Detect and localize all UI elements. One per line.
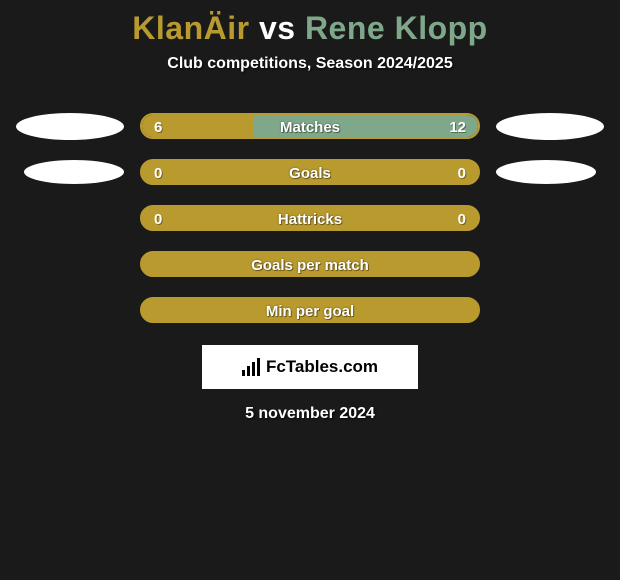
- player2-marker: [496, 160, 596, 184]
- stat-label: Min per goal: [142, 299, 478, 323]
- stat-row: 00Hattricks: [0, 195, 620, 241]
- date: 5 november 2024: [0, 405, 620, 423]
- page-title: KlanÄir vs Rene Klopp: [0, 0, 620, 47]
- stat-bar: 00Hattricks: [140, 205, 480, 231]
- stat-bar: Goals per match: [140, 251, 480, 277]
- stat-bar: Min per goal: [140, 297, 480, 323]
- stat-bar: 612Matches: [140, 113, 480, 139]
- player1-marker: [24, 160, 124, 184]
- stat-row: Goals per match: [0, 241, 620, 287]
- subtitle: Club competitions, Season 2024/2025: [0, 55, 620, 73]
- comparison-chart: 612Matches 00Goals 00Hattricks Goals per ma…: [0, 103, 620, 333]
- stat-label: Goals: [142, 161, 478, 185]
- logo-text: FcTables.com: [266, 357, 378, 377]
- stat-row: Min per goal: [0, 287, 620, 333]
- title-vs: vs: [259, 10, 296, 46]
- stat-bar: 00Goals: [140, 159, 480, 185]
- title-player2: Rene Klopp: [305, 10, 488, 46]
- player1-marker: [16, 113, 124, 140]
- chart-icon: [242, 358, 260, 376]
- logo: FcTables.com: [242, 357, 378, 377]
- stat-label: Matches: [142, 115, 478, 139]
- title-player1: KlanÄir: [132, 10, 249, 46]
- player2-marker: [496, 113, 604, 140]
- stat-row: 612Matches: [0, 103, 620, 149]
- stat-label: Hattricks: [142, 207, 478, 231]
- logo-box: FcTables.com: [202, 345, 418, 389]
- stat-row: 00Goals: [0, 149, 620, 195]
- stat-label: Goals per match: [142, 253, 478, 277]
